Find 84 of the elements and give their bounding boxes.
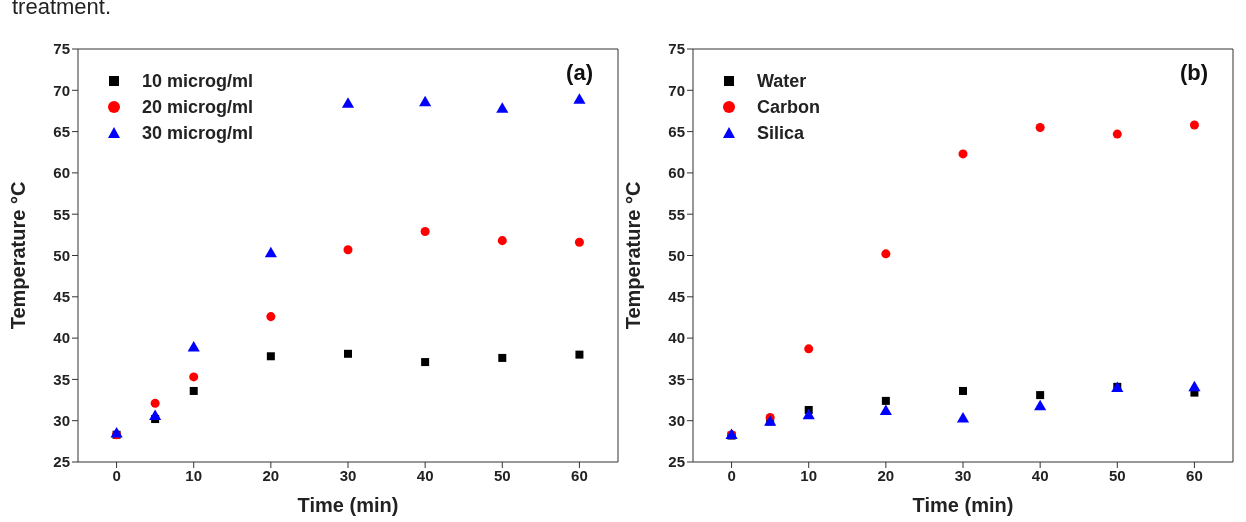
y-axis-title: Temperature °C	[7, 181, 30, 330]
legend-label: 20 microg/ml	[142, 96, 254, 119]
point	[1036, 391, 1045, 400]
point	[264, 246, 277, 258]
point	[879, 404, 892, 416]
x-tick-label: 60	[571, 466, 588, 484]
y-tick-label: 35	[668, 370, 685, 388]
point	[341, 97, 355, 108]
y-tick-label: 40	[53, 329, 70, 347]
x-tick-label: 20	[262, 466, 280, 484]
y-tick-label: 75	[668, 40, 685, 58]
y-tick-label: 60	[53, 164, 70, 182]
x-tick-label: 50	[493, 466, 511, 484]
y-axis-title: Temperature °C	[622, 181, 645, 330]
x-tick-label: 0	[112, 466, 121, 484]
point	[419, 95, 432, 107]
legend-label: 30 microg/ml	[142, 122, 254, 145]
point	[575, 350, 584, 359]
y-tick-label: 40	[668, 329, 685, 347]
annotation: (b)	[1179, 60, 1208, 86]
y-tick-label: 70	[53, 81, 70, 99]
point	[421, 358, 430, 367]
y-tick-label: 55	[53, 205, 70, 223]
legend-label: Silica	[757, 122, 805, 145]
point	[344, 349, 352, 358]
point	[804, 344, 814, 354]
y-tick-label: 35	[53, 370, 70, 388]
point	[1034, 399, 1047, 411]
point	[1035, 122, 1045, 132]
point	[150, 398, 160, 408]
x-tick-label: 0	[727, 466, 736, 484]
point	[189, 372, 199, 382]
point	[1188, 380, 1201, 392]
text: treatment.	[12, 0, 112, 20]
y-tick-label: 65	[53, 122, 70, 140]
point	[497, 236, 507, 246]
x-tick-label: 40	[416, 466, 434, 484]
x-tick-label: 40	[1031, 466, 1049, 484]
y-tick-label: 50	[53, 246, 70, 264]
point	[187, 340, 200, 352]
y-tick-label: 45	[668, 288, 685, 306]
point	[802, 408, 815, 420]
x-tick-label: 10	[185, 466, 203, 484]
point	[420, 227, 430, 237]
point	[959, 386, 967, 395]
y-tick-label: 55	[668, 205, 685, 223]
y-tick-label: 45	[53, 288, 70, 306]
x-tick-label: 20	[877, 466, 895, 484]
x-tick-label: 10	[800, 466, 818, 484]
y-tick-label: 70	[668, 81, 685, 99]
x-tick-label: 30	[954, 466, 972, 484]
point	[956, 412, 970, 423]
point	[266, 352, 275, 361]
y-tick-label: 60	[668, 164, 685, 182]
point	[573, 93, 586, 104]
point	[881, 396, 890, 405]
legend-label: Carbon	[757, 96, 820, 119]
legend-label: Water	[757, 70, 807, 93]
point	[496, 102, 509, 113]
legend-label: 10 microg/ml	[142, 70, 254, 93]
point	[958, 149, 968, 159]
x-axis-title: Time (min)	[297, 494, 399, 516]
point	[149, 409, 162, 421]
x-tick-label: 50	[1108, 466, 1126, 484]
point	[1189, 120, 1199, 130]
point	[1112, 129, 1122, 139]
x-tick-label: 30	[339, 466, 357, 484]
point	[110, 426, 123, 438]
y-tick-label: 25	[668, 453, 685, 471]
point	[881, 249, 891, 259]
point	[266, 312, 276, 322]
point	[498, 353, 507, 362]
x-axis-title: Time (min)	[912, 494, 1014, 516]
y-tick-label: 50	[668, 246, 685, 264]
y-tick-label: 30	[668, 412, 685, 430]
point	[343, 245, 353, 255]
point	[574, 237, 584, 247]
annotation: (a)	[566, 60, 593, 86]
y-tick-label: 65	[668, 122, 685, 140]
y-tick-label: 30	[53, 412, 70, 430]
y-tick-label: 25	[53, 453, 70, 471]
y-tick-label: 75	[53, 40, 70, 58]
point	[189, 386, 198, 395]
x-tick-label: 60	[1186, 466, 1203, 484]
